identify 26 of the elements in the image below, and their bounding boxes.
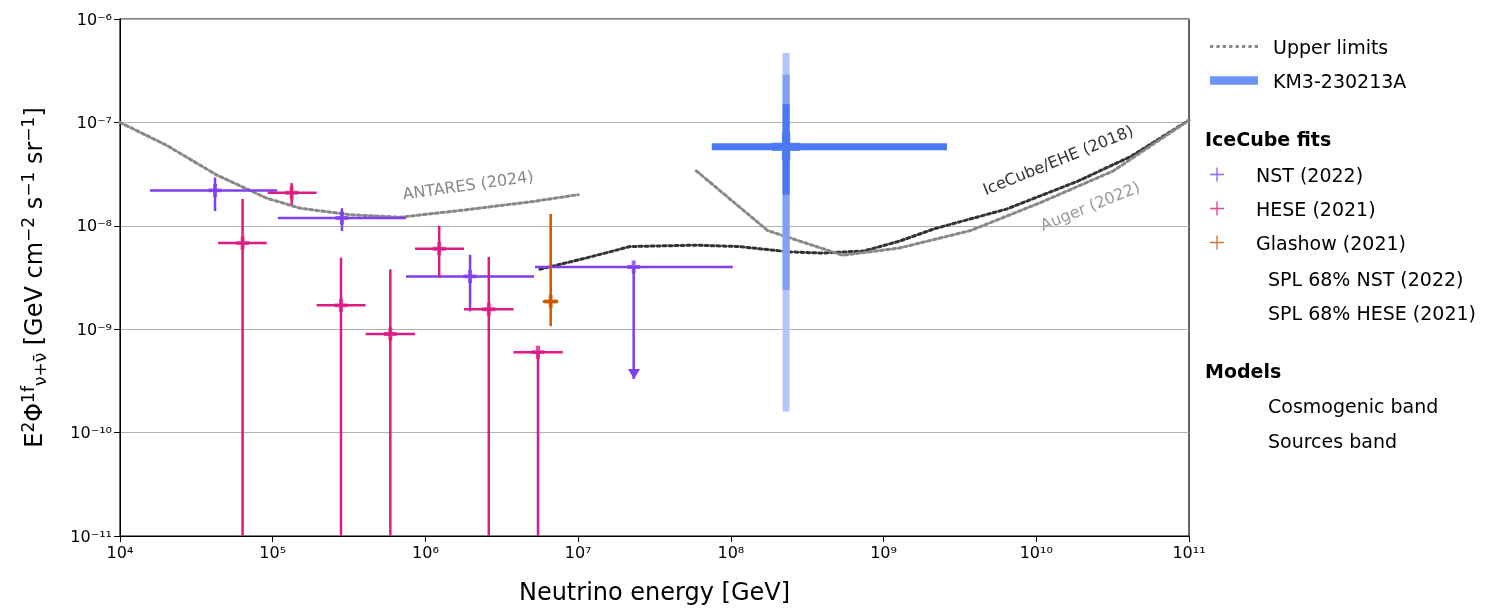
legend-label: KM3-230213A: [1273, 69, 1407, 92]
x-tick-label: 10⁹: [870, 542, 897, 562]
x-tick-label: 10¹¹: [1172, 542, 1206, 562]
text: SPL 68% NST (2022): [1268, 268, 1464, 290]
legend-label: Upper limits: [1273, 35, 1389, 58]
y-tick-label: 10⁻⁸: [76, 216, 112, 236]
legend-label: HESE (2021): [1256, 197, 1376, 220]
source-note: Sources band: [1268, 430, 1398, 452]
text: SPL 68% HESE (2021): [1268, 302, 1476, 324]
x-tick-label: 10⁵: [259, 542, 287, 562]
x-tick-label: 10⁶: [412, 542, 439, 562]
legend-label: NST (2022): [1256, 163, 1364, 186]
x-tick-label: 10¹⁰: [1019, 542, 1053, 562]
x-axis-title: Neutrino energy [GeV]: [518, 578, 791, 606]
y-tick-label: 10⁻⁹: [76, 319, 112, 339]
legend-label: Glashow (2021): [1256, 231, 1406, 254]
x-tick-label: 10⁸: [717, 542, 745, 562]
text: Cosmogenic band: [1268, 395, 1439, 417]
y-tick-label: 10⁻⁶: [76, 9, 112, 29]
y-tick-label: 10⁻¹⁰: [70, 423, 112, 443]
text: E2Φ1fν+ν̄ [GeV cm−2 s−1 sr−1]: [17, 107, 50, 448]
annotation: ANTARES (2024): [401, 166, 535, 204]
x-tick-label: 10⁷: [564, 542, 592, 562]
text: IceCube fits: [1205, 128, 1332, 150]
text: Models: [1205, 360, 1282, 382]
y-tick-label: 10⁻⁷: [76, 112, 112, 132]
